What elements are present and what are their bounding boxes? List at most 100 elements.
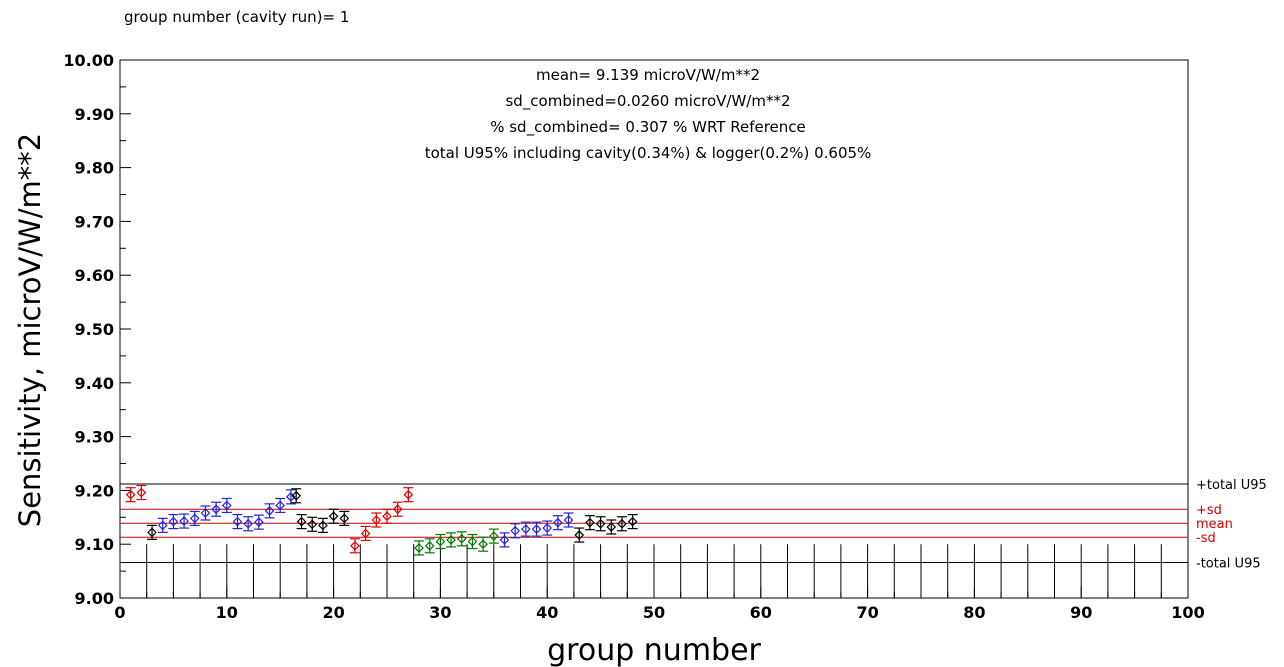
data-point bbox=[349, 538, 360, 554]
data-series-group bbox=[147, 524, 158, 540]
data-point bbox=[371, 512, 382, 528]
chart-header-title: group number (cavity run)= 1 bbox=[124, 8, 349, 26]
stats-block: mean= 9.139 microV/W/m**2 sd_combined=0.… bbox=[425, 66, 872, 162]
plot-frame bbox=[119, 59, 1189, 599]
data-marker bbox=[350, 540, 360, 551]
data-marker bbox=[286, 492, 296, 502]
y-tick-label: 9.00 bbox=[75, 589, 114, 608]
data-marker bbox=[553, 517, 563, 528]
data-point bbox=[616, 516, 627, 532]
data-marker bbox=[446, 535, 456, 545]
data-marker bbox=[264, 505, 275, 516]
data-marker bbox=[296, 516, 307, 527]
data-marker bbox=[360, 528, 371, 539]
data-marker bbox=[478, 539, 488, 550]
data-point bbox=[446, 532, 457, 548]
data-marker bbox=[520, 524, 531, 534]
data-point bbox=[510, 523, 521, 539]
data-point bbox=[211, 501, 222, 517]
data-point bbox=[232, 514, 243, 530]
data-point bbox=[328, 508, 339, 524]
data-point bbox=[563, 512, 574, 528]
data-marker bbox=[307, 519, 318, 530]
stat-mean: mean= 9.139 microV/W/m**2 bbox=[536, 66, 760, 84]
x-tick-label: 70 bbox=[856, 603, 878, 622]
data-marker bbox=[157, 520, 168, 531]
y-tick-label: 9.80 bbox=[75, 159, 114, 178]
data-point bbox=[296, 514, 307, 530]
reference-line-label: -sd bbox=[1196, 531, 1216, 546]
data-point bbox=[147, 524, 158, 540]
data-point bbox=[392, 501, 403, 517]
data-point bbox=[531, 521, 542, 537]
x-tick-label: 80 bbox=[963, 603, 985, 622]
data-point bbox=[221, 497, 232, 514]
y-tick-label: 9.50 bbox=[75, 320, 114, 339]
data-marker bbox=[253, 517, 264, 527]
stat-sd-combined: sd_combined=0.0260 microV/W/m**2 bbox=[505, 92, 790, 111]
data-point bbox=[499, 532, 510, 548]
data-marker bbox=[339, 513, 350, 524]
data-point bbox=[243, 516, 254, 532]
data-marker bbox=[542, 523, 553, 533]
data-point bbox=[488, 528, 499, 544]
data-marker bbox=[627, 516, 638, 527]
reference-line-label: -total U95 bbox=[1196, 556, 1261, 571]
data-marker bbox=[456, 533, 467, 544]
data-marker bbox=[275, 500, 286, 511]
data-series-group bbox=[125, 484, 147, 503]
y-tick-label: 9.30 bbox=[75, 428, 114, 447]
data-marker bbox=[606, 522, 617, 532]
data-series-group bbox=[499, 512, 574, 548]
data-point bbox=[456, 531, 467, 547]
data-point bbox=[339, 510, 350, 526]
data-point bbox=[382, 508, 392, 524]
data-point bbox=[520, 521, 531, 537]
data-marker bbox=[211, 504, 221, 515]
data-series-group bbox=[157, 489, 296, 533]
reference-line-label: +total U95 bbox=[1196, 478, 1267, 493]
data-marker bbox=[563, 515, 574, 525]
data-marker bbox=[403, 489, 414, 500]
data-series-group bbox=[574, 514, 638, 543]
data-point bbox=[291, 488, 302, 504]
data-marker bbox=[531, 524, 542, 534]
data-marker bbox=[382, 511, 392, 522]
x-tick-label: 0 bbox=[114, 603, 125, 622]
data-point bbox=[136, 484, 147, 501]
data-marker bbox=[617, 518, 627, 529]
y-tick-label: 9.90 bbox=[75, 105, 114, 124]
y-tick-label: 9.20 bbox=[75, 481, 114, 500]
data-marker bbox=[179, 516, 189, 526]
x-tick-labels: 0 10 20 30 40 50 60 70 80 90 100 bbox=[114, 603, 1204, 622]
data-marker bbox=[328, 511, 339, 522]
data-point bbox=[285, 489, 296, 505]
data-marker bbox=[488, 531, 499, 541]
data-marker bbox=[189, 513, 200, 524]
data-marker bbox=[200, 508, 211, 518]
x-tick-label: 50 bbox=[643, 603, 665, 622]
data-point bbox=[606, 519, 617, 535]
reference-lines bbox=[120, 483, 1188, 563]
x-tick-label: 100 bbox=[1171, 603, 1204, 622]
x-tick-label: 20 bbox=[322, 603, 344, 622]
data-point bbox=[478, 536, 489, 552]
y-tick-label: 9.60 bbox=[75, 266, 114, 285]
data-marker bbox=[125, 489, 136, 500]
data-series-group bbox=[349, 487, 414, 554]
data-point bbox=[403, 487, 414, 503]
data-marker bbox=[232, 516, 243, 527]
data-point bbox=[168, 514, 179, 530]
data-marker bbox=[136, 487, 147, 498]
data-marker bbox=[574, 530, 585, 540]
data-marker bbox=[499, 535, 510, 545]
data-point bbox=[467, 533, 478, 550]
data-point bbox=[125, 487, 136, 503]
data-marker bbox=[168, 516, 179, 527]
data-point bbox=[360, 525, 371, 542]
reference-line-label: mean bbox=[1196, 517, 1233, 532]
tick-marks bbox=[119, 59, 1189, 599]
stat-total-u95: total U95% including cavity(0.34%) & log… bbox=[425, 144, 872, 162]
